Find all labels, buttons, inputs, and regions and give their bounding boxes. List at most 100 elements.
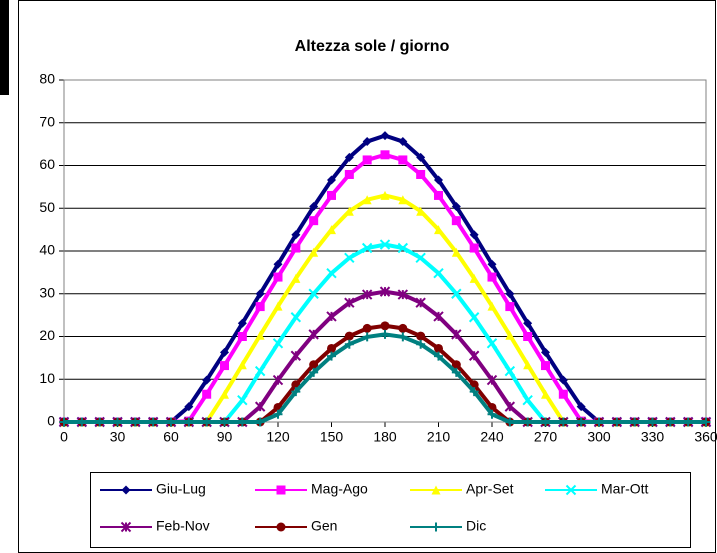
data-point [255,417,265,427]
data-point [380,190,390,200]
data-point [237,417,247,427]
data-point [184,417,194,427]
data-point [451,329,462,340]
data-point [344,331,354,341]
legend-marker [120,521,132,533]
data-point [327,343,336,353]
data-point [148,417,158,427]
data-point [434,225,443,235]
data-point [487,259,497,269]
data-point [327,225,336,235]
data-point [504,401,516,412]
data-point [541,417,550,427]
data-point [505,302,515,312]
data-point [254,365,266,377]
data-point [272,338,284,349]
data-point [522,394,533,406]
data-point [398,155,408,165]
data-point [434,190,443,200]
data-point [416,206,426,216]
data-point [59,417,69,427]
data-point [344,169,354,179]
data-point [309,216,319,226]
data-point [327,175,336,185]
data-point [523,318,533,328]
data-point [291,387,301,397]
data-point [237,318,247,328]
data-point [237,360,247,370]
data-point [309,202,319,212]
data-point [558,389,568,399]
data-point [344,339,354,349]
x-tick-label: 360 [694,429,717,445]
data-point [415,297,426,308]
x-tick-label: 330 [641,429,665,445]
x-tick-label: 90 [217,429,233,445]
data-point [361,242,373,254]
data-point [523,360,533,370]
data-point [95,417,105,427]
data-point [380,131,390,141]
legend-marker [431,485,441,495]
data-point [379,286,391,297]
data-point [309,367,319,377]
data-point [434,343,443,353]
y-tick-label: 30 [39,284,55,300]
legend-label: Apr-Set [466,481,514,497]
data-point [397,289,409,300]
data-point [291,230,301,240]
legend-marker [565,484,577,496]
data-point [505,417,515,427]
data-point [505,289,515,299]
data-point [398,195,408,205]
data-point [290,350,302,361]
y-tick-label: 70 [39,113,55,129]
legend-label: Giu-Lug [156,481,206,497]
data-point [380,150,390,160]
data-point [326,268,337,279]
data-point [113,417,122,427]
data-point [380,329,390,339]
data-point [469,273,479,283]
legend-box [90,472,691,548]
data-point [398,332,408,342]
data-point [273,272,283,282]
data-point [486,338,498,349]
data-point [648,417,657,427]
data-point [309,360,319,370]
data-point [468,312,480,323]
data-point [308,288,319,299]
y-tick-label: 20 [39,327,55,343]
legend-marker [121,485,131,495]
data-point [379,239,391,250]
data-point [255,330,265,340]
data-point [362,332,372,342]
data-point [344,206,354,216]
legend-label: Mag-Ago [311,481,368,497]
data-point [398,323,408,333]
data-point [451,288,462,299]
x-tick-label: 30 [110,429,126,445]
data-point [469,230,479,240]
data-point [486,374,498,386]
x-tick-label: 270 [534,429,558,445]
y-tick-label: 0 [47,413,55,429]
x-tick-label: 120 [266,429,290,445]
data-point [541,389,550,399]
data-point [416,152,426,162]
data-point [220,389,229,399]
legend-label: Feb-Nov [156,518,210,534]
data-point [291,273,301,283]
data-point [398,137,408,147]
data-point [184,402,194,412]
legend-label: Dic [466,518,486,534]
data-point [220,361,229,371]
data-point [220,347,229,357]
data-point [416,339,426,349]
data-point [361,289,373,300]
data-point [469,387,479,397]
x-tick-label: 210 [427,429,451,445]
chart-frame [18,0,716,553]
data-point [202,375,212,385]
data-point [701,417,711,427]
